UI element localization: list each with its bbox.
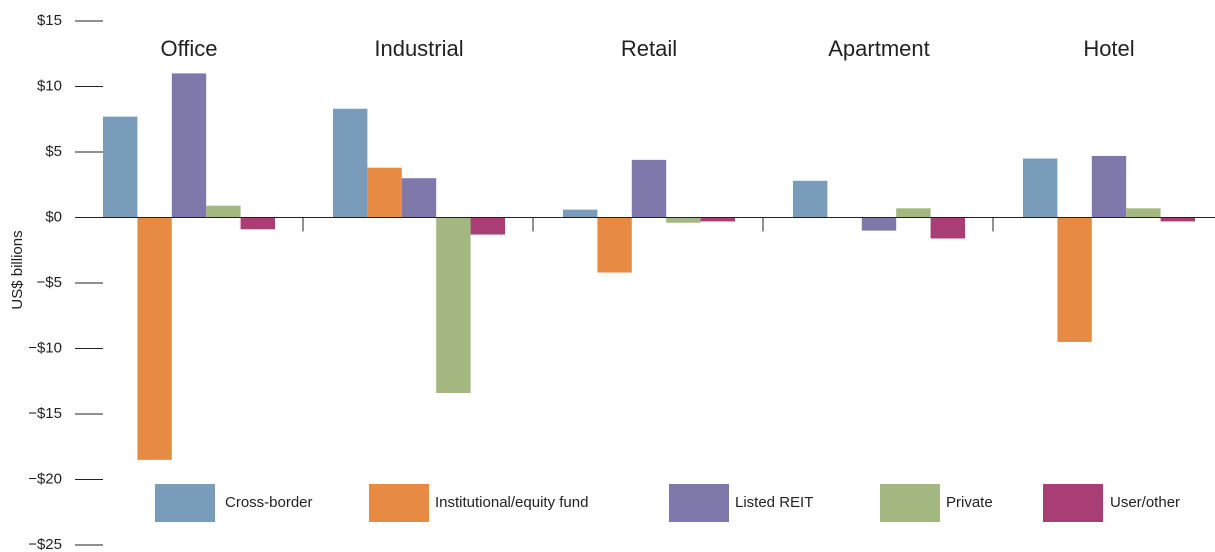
bar	[137, 217, 172, 460]
category-label: Hotel	[1083, 36, 1134, 61]
bar	[666, 217, 701, 223]
bar	[597, 217, 632, 273]
legend-label: Cross-border	[225, 494, 313, 511]
bar	[206, 205, 241, 218]
y-tick-label: $5	[45, 143, 62, 160]
category-label: Retail	[621, 36, 677, 61]
bar	[861, 217, 897, 231]
bar	[1160, 217, 1195, 222]
bar	[333, 108, 368, 218]
bar	[930, 217, 965, 239]
bar	[700, 217, 735, 222]
y-axis-label: US$ billions	[9, 230, 26, 309]
bar	[470, 217, 505, 235]
legend-swatch	[1043, 484, 1103, 522]
bar	[793, 180, 828, 218]
category-label: Office	[160, 36, 217, 61]
bar	[171, 73, 207, 218]
y-tick-label: $10	[37, 77, 62, 94]
y-tick-label: $15	[37, 12, 62, 29]
legend-swatch	[155, 484, 215, 522]
bar	[563, 209, 598, 218]
bar	[103, 116, 138, 218]
bar	[367, 167, 402, 218]
category-label: Apartment	[828, 36, 930, 61]
bar	[1091, 155, 1127, 218]
y-tick-label: −$20	[28, 470, 62, 487]
legend-swatch	[669, 484, 729, 522]
y-tick-label: −$10	[28, 339, 62, 356]
legend-label: Institutional/equity fund	[435, 494, 588, 511]
legend-swatch	[369, 484, 429, 522]
bar	[1126, 208, 1161, 218]
category-label: Industrial	[374, 36, 463, 61]
bar	[1057, 217, 1092, 342]
legend-label: Private	[946, 494, 993, 511]
y-tick-label: −$25	[28, 536, 62, 552]
bar	[401, 178, 437, 218]
bar	[1023, 158, 1058, 218]
bar	[631, 159, 667, 218]
y-tick-label: −$15	[28, 405, 62, 422]
bar	[896, 208, 931, 218]
legend-label: User/other	[1110, 494, 1180, 511]
y-tick-label: −$5	[37, 274, 62, 291]
legend-label: Listed REIT	[735, 494, 813, 511]
legend-swatch	[880, 484, 940, 522]
y-tick-label: $0	[45, 208, 62, 225]
bar	[240, 217, 275, 230]
bar	[436, 217, 471, 394]
